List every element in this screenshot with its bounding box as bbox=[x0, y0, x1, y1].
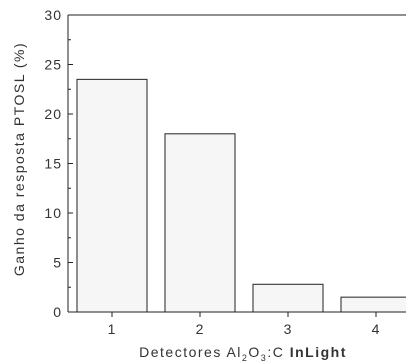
y-tick-label-5: 5 bbox=[53, 255, 62, 271]
bars-group bbox=[77, 79, 406, 312]
bar-4 bbox=[341, 297, 406, 312]
x-axis: 1 2 3 4 bbox=[68, 312, 406, 337]
y-tick-label-15: 15 bbox=[44, 156, 62, 172]
x-tick-label-3: 3 bbox=[284, 321, 293, 337]
x-tick-label-4: 4 bbox=[372, 321, 381, 337]
y-tick-label-30: 30 bbox=[44, 7, 62, 23]
bar-2 bbox=[165, 134, 235, 312]
x-axis-title: Detectores Al2O3:C InLight bbox=[139, 344, 347, 363]
y-tick-label-10: 10 bbox=[44, 205, 62, 221]
x-tick-label-1: 1 bbox=[108, 321, 117, 337]
y-axis: 0 5 10 15 20 25 30 bbox=[44, 7, 73, 320]
y-tick-label-25: 25 bbox=[44, 57, 62, 73]
bar-1 bbox=[77, 79, 147, 312]
x-tick-label-2: 2 bbox=[196, 321, 205, 337]
y-tick-label-20: 20 bbox=[44, 106, 62, 122]
y-tick-label-0: 0 bbox=[53, 304, 62, 320]
bar-3 bbox=[253, 284, 323, 312]
y-axis-title: Ganho da resposta PTOSL (%) bbox=[11, 42, 27, 276]
